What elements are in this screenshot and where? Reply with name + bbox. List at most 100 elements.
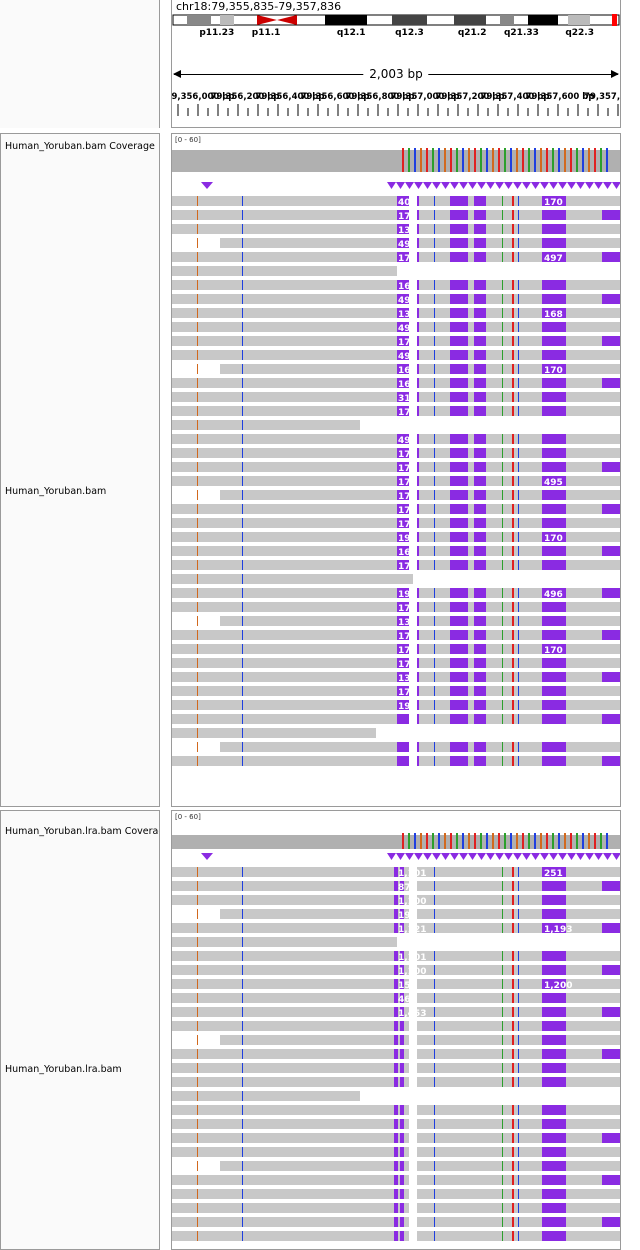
mismatch-base: [242, 406, 243, 416]
insertion-block: [394, 1133, 398, 1143]
insertion-block: [394, 1119, 398, 1129]
mismatch-base: [197, 700, 198, 710]
insertion-block: [397, 476, 419, 486]
read-length-label: 495: [544, 478, 563, 488]
mismatch-base: [502, 476, 503, 486]
alignment-view-2[interactable]: 1,101 251 875 1,100 192 1,121 1,193 1,101 1,100 1…: [172, 811, 620, 1249]
track2-name-panel[interactable]: Human_Yoruban.lra.bam Coverage Human_Yor…: [0, 810, 160, 1250]
alignment-view-1[interactable]: 404 170 170 138 494 170 497 169 496 138 168 495 170 4…: [172, 134, 620, 806]
alignment-track-name[interactable]: Human_Yoruban.bam: [5, 486, 107, 497]
mismatch-base: [434, 756, 435, 766]
insertion-block: [400, 1175, 404, 1185]
mismatch-base: [434, 1133, 435, 1143]
coverage-mismatch-bar: [438, 833, 440, 849]
mismatch-base: [434, 644, 435, 654]
mismatch-base: [242, 895, 243, 905]
insertion-block: [397, 546, 419, 556]
insertion-block: [400, 1119, 404, 1129]
mismatch-base: [502, 1161, 503, 1171]
mismatch-base: [242, 993, 243, 1003]
insertion-block: [400, 1077, 404, 1087]
insertion-block: [394, 1231, 398, 1241]
mismatch-base: [242, 238, 243, 248]
insertion-block: [542, 280, 566, 290]
mismatch-base: [434, 1217, 435, 1227]
read: [172, 714, 620, 724]
track1-name-panel[interactable]: Human_Yoruban.bam Coverage Human_Yoruban…: [0, 133, 160, 807]
insertion-block: [474, 280, 486, 290]
mismatch-base: [434, 378, 435, 388]
mismatch-base: [512, 1049, 514, 1059]
insertion-block: [394, 1175, 398, 1185]
mismatch-base: [197, 965, 198, 975]
coverage-mismatch-bar: [468, 833, 470, 849]
insertion-block: [400, 1063, 404, 1073]
insertion-block: [474, 714, 486, 724]
mismatch-base: [197, 322, 198, 332]
mismatch-base: [434, 336, 435, 346]
deletion-gap: [409, 518, 417, 528]
insertion-block: [542, 364, 566, 374]
insertion-block: [542, 965, 566, 975]
mismatch-base: [518, 280, 519, 290]
ruler-panel[interactable]: chr18:79,355,835-79,357,836 p11.23 p11.1 q…: [171, 0, 621, 128]
mismatch-base: [512, 923, 514, 933]
ruler-tick-label: 79,356,200 bp: [210, 92, 280, 102]
read: [172, 420, 360, 430]
mismatch-base: [197, 1049, 198, 1059]
mismatch-base: [434, 1231, 435, 1241]
mismatch-base: [502, 1203, 503, 1213]
mismatch-base: [242, 280, 243, 290]
mismatch-base: [434, 1119, 435, 1129]
mismatch-base: [197, 1035, 198, 1045]
mismatch-base: [512, 448, 514, 458]
insertion-block: [397, 448, 419, 458]
insertion-marker: [459, 853, 468, 860]
insertion-block: [542, 210, 566, 220]
read: [172, 560, 620, 570]
track2-data-panel[interactable]: [0 - 60] 1,101 251 875 1,100 192 1,121 1,193 1,…: [171, 810, 621, 1250]
mismatch-base: [518, 867, 519, 877]
mismatch-base: [434, 616, 435, 626]
deletion-gap: [409, 951, 417, 961]
mismatch-base: [197, 1091, 198, 1101]
mismatch-base: [518, 1203, 519, 1213]
insertion-block: [542, 406, 566, 416]
mismatch-base: [512, 1035, 514, 1045]
mismatch-base: [434, 700, 435, 710]
track1-data-panel[interactable]: [0 - 60] 404 170 170 138 494 170 497 169 496 138 1…: [171, 133, 621, 807]
mismatch-base: [242, 1077, 243, 1087]
mismatch-base: [502, 867, 503, 877]
coverage-mismatch-bar: [606, 833, 608, 849]
mismatch-base: [502, 993, 503, 1003]
mismatch-base: [518, 1147, 519, 1157]
insertion-block: [394, 1203, 398, 1213]
read-length-label: 168: [544, 310, 563, 320]
mismatch-base: [434, 322, 435, 332]
mismatch-base: [512, 322, 514, 332]
chromosome-ideogram[interactable]: [172, 14, 620, 26]
mismatch-base: [518, 252, 519, 262]
mismatch-base: [242, 1105, 243, 1115]
read-length-label: 404: [398, 198, 417, 208]
insertion-marker: [495, 182, 504, 189]
deletion-gap: [409, 923, 417, 933]
read: [172, 686, 620, 696]
mismatch-base: [242, 965, 243, 975]
alignment-track-name-2[interactable]: Human_Yoruban.lra.bam: [5, 1064, 122, 1075]
coverage-mismatch-bar: [456, 148, 458, 172]
insertion-block: [474, 210, 486, 220]
insertion-block: [542, 909, 566, 919]
coverage-mismatch-bar: [480, 833, 482, 849]
coverage-gap: [172, 146, 620, 150]
read-length-label: 1,101: [398, 869, 426, 879]
insertion-block: [542, 1035, 566, 1045]
mismatch-base: [518, 1049, 519, 1059]
coverage-track-name[interactable]: Human_Yoruban.bam Coverage: [5, 141, 155, 152]
coverage-track-name-2[interactable]: Human_Yoruban.lra.bam Coverage: [5, 826, 159, 837]
deletion-gap: [409, 881, 417, 891]
insertion-marker: [414, 182, 423, 189]
insertion-block: [542, 196, 566, 206]
mismatch-base: [512, 686, 514, 696]
read-length-label: 138: [398, 674, 417, 684]
